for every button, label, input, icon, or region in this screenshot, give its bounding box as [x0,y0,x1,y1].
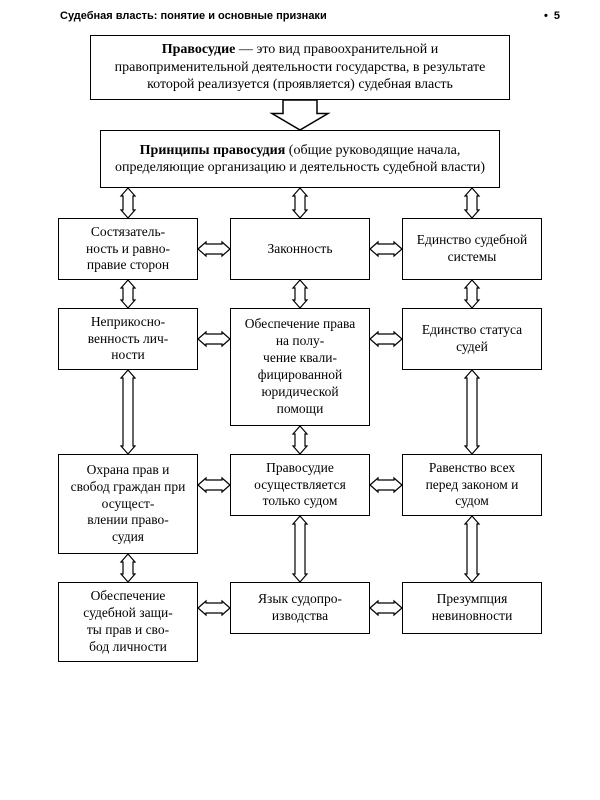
node-r2c3: Единство статуса судей [402,308,542,370]
node-r2c2: Обеспечение права на полу-чение квали-фи… [230,308,370,426]
node-r3c1: Охрана прав и свобод граждан при осущест… [58,454,198,554]
node-r1c1: Состязатель-ность и равно-правие сторон [58,218,198,280]
principles-box: Принципы правосудия (общие руководящие н… [100,130,500,188]
node-r2c1: Неприкосно-венность лич-ности [58,308,198,370]
page-header: Судебная власть: понятие и основные приз… [60,10,560,22]
node-r4c2: Язык судопро-изводства [230,582,370,634]
node-r3c3: Равенство всех перед законом и судом [402,454,542,516]
definition-box: Правосудие — это вид правоохранительной … [90,35,510,100]
header-page: •5 [538,10,560,22]
node-r1c3: Единство судебной системы [402,218,542,280]
principles-text: Принципы правосудия (общие руководящие н… [109,142,491,177]
definition-text: Правосудие — это вид правоохранительной … [99,41,501,94]
node-r3c2: Правосудие осуществляется только судом [230,454,370,516]
node-r1c2: Законность [230,218,370,280]
node-r4c3: Презумпция невиновности [402,582,542,634]
node-r4c1: Обеспечение судебной защи-ты прав и сво-… [58,582,198,662]
header-title: Судебная власть: понятие и основные приз… [60,10,327,22]
